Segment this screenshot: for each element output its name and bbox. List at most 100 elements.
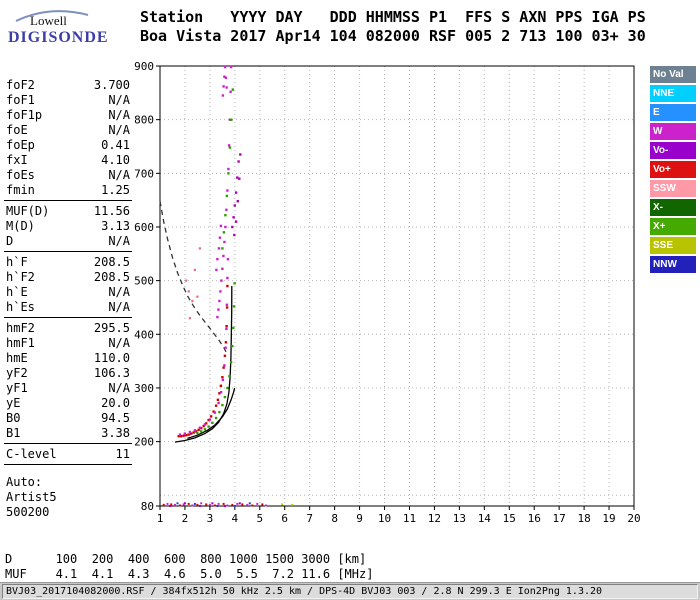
x-tick-label: 18 [577, 512, 590, 525]
param-label: yF2 [6, 366, 28, 380]
legend-X+: X+ [650, 218, 696, 235]
series-e-region-scatter-yellow [281, 503, 294, 506]
param-value: 4.10 [101, 153, 130, 167]
series-x-trace [196, 282, 236, 435]
param-label: M(D) [6, 219, 35, 233]
param-label: D [6, 234, 14, 248]
status-bar: BVJ03_2017104082000.RSF / 384fx512h 50 k… [0, 582, 700, 600]
param-label: 500200 [6, 505, 50, 519]
param-row-hF2: h`F2 208.5 [6, 270, 130, 285]
param-label: foE [6, 123, 28, 137]
x-tick-label: 15 [503, 512, 516, 525]
param-row-500200: 500200 [6, 505, 130, 520]
param-row-C-level: C-level 11 [6, 447, 130, 462]
param-value: 11 [115, 447, 130, 461]
legend-SSE: SSE [650, 237, 696, 254]
series-e-region-scatter-blue [176, 502, 251, 507]
series-o-trace-vertical [177, 284, 229, 438]
param-row-foEs: foEs N/A [6, 168, 130, 183]
param-row-yF1: yF1 N/A [6, 381, 130, 396]
param-row-fmin: fmin 1.25 [6, 183, 130, 198]
curve-true-height-profile [174, 285, 233, 443]
param-label: B0 [6, 411, 21, 425]
param-value: N/A [108, 93, 130, 107]
x-tick-label: 2 [182, 512, 189, 525]
muf-row: MUF 4.1 4.1 4.3 4.6 5.0 5.5 7.2 11.6 [MH… [5, 567, 374, 581]
param-label: fxI [6, 153, 28, 167]
x-tick-label: 4 [232, 512, 239, 525]
param-value: N/A [108, 108, 130, 122]
param-row-B1: B1 3.38 [6, 426, 130, 441]
x-tick-label: 11 [403, 512, 416, 525]
param-value: N/A [108, 300, 130, 314]
param-label: foF1p [6, 108, 43, 122]
param-value: 3.38 [101, 426, 130, 440]
legend-Vo+: Vo+ [650, 161, 696, 178]
y-tick-label: 300 [134, 382, 154, 395]
param-group-1: MUF(D) 11.56 M(D) 3.13 D N/A [4, 204, 132, 252]
curve-transmission-curve [159, 201, 228, 354]
param-value: 3.700 [93, 78, 130, 92]
x-tick-label: 3 [207, 512, 214, 525]
param-group-4: C-level 11 [4, 447, 132, 465]
series-second-hop-x [221, 88, 234, 250]
param-group-5: Auto: Artist5 500200 [4, 475, 132, 522]
param-label: h`F2 [6, 270, 35, 284]
param-value: N/A [108, 336, 130, 350]
param-row-foF1: foF1 N/A [6, 93, 130, 108]
param-label: h`E [6, 285, 28, 299]
param-label: MUF(D) [6, 204, 50, 218]
axis-ticks: 1 2 3 4 5 6 7 8 9 10 11 12 13 14 15 16 17 18 19 20802003004… [134, 60, 641, 525]
series-spread-f-cluster [231, 153, 242, 237]
y-tick-label: 600 [134, 221, 154, 234]
series-o-trace-offvertical [178, 258, 230, 436]
y-tick-label: 200 [134, 436, 154, 449]
y-tick-label: 900 [134, 60, 154, 73]
param-value: 1.25 [101, 183, 130, 197]
param-label: h`F [6, 255, 28, 269]
param-row-MD: M(D) 3.13 [6, 219, 130, 234]
plot-border [159, 65, 635, 507]
param-row-hmF1: hmF1 N/A [6, 336, 130, 351]
param-label: hmF2 [6, 321, 35, 335]
param-row-foEp: foEp 0.41 [6, 138, 130, 153]
param-row-hF: h`F 208.5 [6, 255, 130, 270]
param-label: yE [6, 396, 21, 410]
param-value: 94.5 [101, 411, 130, 425]
series-stray-echoes [185, 247, 201, 320]
param-value: N/A [108, 285, 130, 299]
param-value: 208.5 [93, 270, 130, 284]
param-value: 11.56 [93, 204, 130, 218]
param-label: h`Es [6, 300, 35, 314]
logo-digisonde-text: DIGISONDE [8, 29, 109, 46]
param-label: Artist5 [6, 490, 57, 504]
x-tick-label: 12 [428, 512, 441, 525]
legend-Vo-: Vo- [650, 142, 696, 159]
legend-NNE: NNE [650, 85, 696, 102]
legend-X-: X- [650, 199, 696, 216]
x-tick-label: 10 [378, 512, 391, 525]
x-tick-label: 20 [627, 512, 640, 525]
param-value: 106.3 [93, 366, 130, 380]
param-group-0: foF2 3.700 foF1 N/A foF1p N/A foE N/A foEp 0.41 fx… [4, 78, 132, 201]
param-row-fxI: fxI 4.10 [6, 153, 130, 168]
x-tick-label: 14 [478, 512, 492, 525]
series-e-region-scatter-red [162, 502, 264, 507]
param-row-foF1p: foF1p N/A [6, 108, 130, 123]
x-tick-label: 1 [157, 512, 164, 525]
y-tick-label: 500 [134, 275, 154, 288]
param-value: 20.0 [101, 396, 130, 410]
y-tick-label: 400 [134, 328, 154, 341]
legend-E: E [650, 104, 696, 121]
grid [160, 66, 634, 506]
param-label: hmF1 [6, 336, 35, 350]
x-tick-label: 19 [602, 512, 615, 525]
param-row-foE: foE N/A [6, 123, 130, 138]
param-value: 3.13 [101, 219, 130, 233]
param-row-Auto: Auto: [6, 475, 130, 490]
param-group-2: h`F 208.5 h`F2 208.5 h`E N/A h`Es N/A [4, 255, 132, 318]
x-tick-label: 13 [453, 512, 466, 525]
header-line2: Boa Vista 2017 Apr14 104 082000 RSF 005 … [140, 27, 646, 45]
param-value: N/A [108, 234, 130, 248]
param-label: foEp [6, 138, 35, 152]
